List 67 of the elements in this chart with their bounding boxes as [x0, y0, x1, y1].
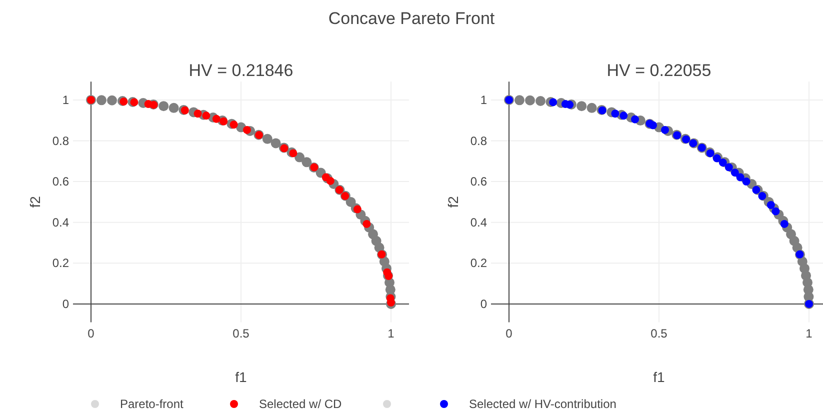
y-tick-label: 0: [62, 296, 70, 311]
y-tick-label: 1: [480, 92, 488, 107]
point: [649, 121, 657, 130]
point: [742, 178, 750, 186]
y-tick-label: 0.2: [470, 256, 488, 270]
y-tick-label: 0.6: [52, 174, 70, 189]
point: [576, 101, 587, 112]
point: [302, 157, 312, 168]
point: [243, 126, 251, 134]
point: [549, 98, 558, 106]
point: [566, 100, 574, 109]
point: [262, 134, 272, 144]
point: [130, 98, 138, 106]
point: [326, 176, 334, 185]
point: [270, 138, 281, 148]
point: [736, 173, 744, 182]
x-tick-label: 1: [806, 326, 813, 340]
point: [631, 115, 639, 124]
point: [661, 126, 669, 134]
y-axis-title: f2: [27, 196, 43, 208]
point: [772, 207, 780, 216]
point: [611, 110, 620, 118]
point: [514, 95, 524, 106]
point: [289, 149, 298, 158]
x-axis-title: f1: [235, 369, 248, 385]
point: [230, 120, 238, 129]
point: [718, 158, 727, 167]
point: [220, 117, 228, 126]
point: [158, 101, 169, 112]
point: [766, 201, 775, 209]
point: [353, 205, 362, 214]
point: [536, 96, 546, 106]
y-tick-label: 0.2: [52, 256, 70, 270]
point: [362, 220, 371, 228]
point: [586, 102, 597, 113]
point: [202, 112, 210, 120]
x-tick-label: 1: [388, 326, 395, 340]
y-tick-label: 0.4: [52, 215, 70, 230]
y-axis-title: f2: [445, 196, 461, 208]
point: [212, 114, 220, 123]
point: [752, 186, 760, 194]
point: [724, 163, 733, 172]
y-tick-label: 0: [480, 296, 488, 311]
point: [730, 168, 739, 177]
x-tick-label: 0: [88, 326, 95, 340]
legend-label: Selected w/ HV-contribution: [469, 397, 616, 411]
point: [168, 102, 179, 113]
x-tick-label: 0.5: [650, 326, 668, 340]
x-axis-title: f1: [653, 369, 666, 385]
x-tick-label: 0: [506, 326, 513, 340]
point: [96, 95, 106, 106]
y-tick-label: 1: [62, 92, 70, 107]
y-tick-label: 0.4: [470, 215, 488, 230]
legend-label: Pareto-front: [120, 397, 184, 411]
point: [194, 110, 202, 118]
chart-title: HV = 0.22055: [606, 61, 712, 80]
chart-subtitle: HV = 0.21846: [188, 61, 294, 80]
point: [107, 95, 117, 106]
y-tick-label: 0.8: [52, 134, 70, 148]
y-tick-label: 0.6: [470, 174, 488, 189]
x-tick-label: 0.5: [232, 326, 250, 340]
chart-title: Concave Pareto Front: [328, 9, 495, 28]
y-tick-label: 0.8: [470, 134, 488, 148]
point: [525, 95, 535, 106]
point: [780, 220, 788, 228]
point: [620, 112, 628, 120]
legend-label: Selected w/ CD: [259, 397, 342, 411]
